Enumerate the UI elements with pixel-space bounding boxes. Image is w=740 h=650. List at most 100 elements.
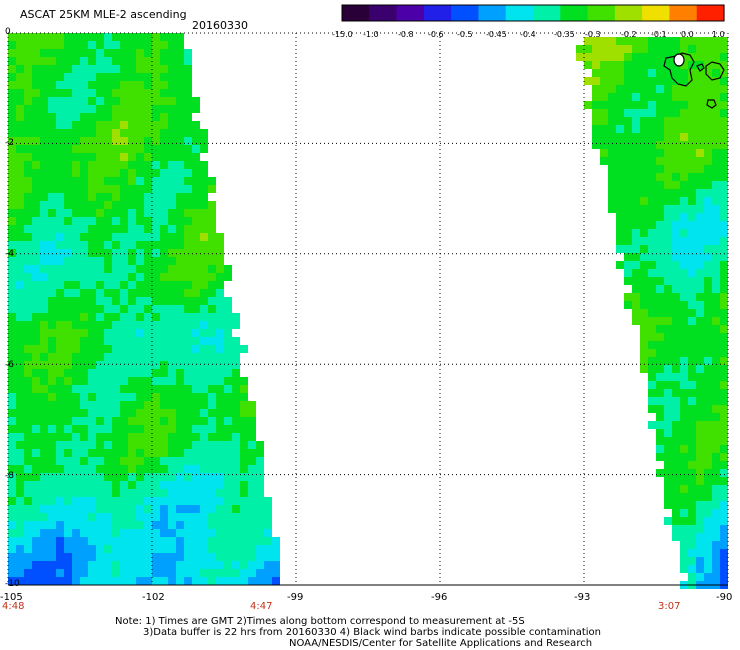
wind-cell	[96, 145, 104, 153]
wind-cell	[136, 489, 144, 497]
wind-cell	[712, 285, 720, 293]
wind-cell	[176, 465, 184, 473]
wind-cell	[72, 521, 80, 529]
wind-cell	[232, 465, 240, 473]
wind-cell	[696, 333, 704, 341]
wind-cell	[616, 101, 624, 109]
wind-cell	[104, 121, 112, 129]
wind-cell	[216, 369, 224, 377]
wind-cell	[656, 109, 664, 117]
wind-cell	[112, 129, 120, 137]
wind-cell	[16, 265, 24, 273]
wind-cell	[184, 385, 192, 393]
wind-cell	[48, 169, 56, 177]
wind-cell	[672, 181, 680, 189]
wind-cell	[48, 417, 56, 425]
wind-cell	[216, 353, 224, 361]
wind-cell	[720, 45, 728, 53]
wind-cell	[640, 69, 648, 77]
wind-cell	[256, 521, 264, 529]
wind-cell	[48, 57, 56, 65]
wind-cell	[680, 61, 688, 69]
wind-cell	[208, 281, 216, 289]
wind-cell	[264, 505, 272, 513]
wind-cell	[112, 209, 120, 217]
wind-cell	[616, 181, 624, 189]
wind-cell	[40, 249, 48, 257]
wind-cell	[712, 85, 720, 93]
wind-cell	[128, 329, 136, 337]
wind-cell	[112, 257, 120, 265]
wind-cell	[680, 277, 688, 285]
wind-cell	[112, 281, 120, 289]
wind-cell	[128, 513, 136, 521]
wind-cell	[64, 161, 72, 169]
wind-cell	[104, 81, 112, 89]
wind-cell	[112, 521, 120, 529]
wind-cell	[208, 465, 216, 473]
wind-cell	[8, 41, 16, 49]
wind-cell	[104, 569, 112, 577]
wind-cell	[160, 177, 168, 185]
wind-cell	[112, 457, 120, 465]
wind-cell	[616, 189, 624, 197]
wind-cell	[176, 249, 184, 257]
wind-cell	[144, 209, 152, 217]
wind-cell	[640, 269, 648, 277]
wind-cell	[88, 409, 96, 417]
wind-cell	[184, 577, 192, 585]
wind-cell	[16, 569, 24, 577]
wind-cell	[128, 209, 136, 217]
wind-cell	[48, 33, 56, 41]
wind-cell	[624, 157, 632, 165]
wind-cell	[8, 105, 16, 113]
wind-cell	[56, 353, 64, 361]
wind-cell	[608, 77, 616, 85]
wind-cell	[168, 65, 176, 73]
wind-cell	[80, 265, 88, 273]
wind-cell	[680, 141, 688, 149]
wind-cell	[128, 473, 136, 481]
wind-cell	[608, 61, 616, 69]
wind-cell	[160, 473, 168, 481]
wind-cell	[656, 125, 664, 133]
wind-cell	[48, 497, 56, 505]
wind-cell	[128, 377, 136, 385]
wind-cell	[40, 569, 48, 577]
wind-cell	[608, 205, 616, 213]
wind-cell	[680, 349, 688, 357]
wind-cell	[88, 433, 96, 441]
wind-cell	[264, 521, 272, 529]
wind-cell	[64, 257, 72, 265]
wind-cell	[136, 193, 144, 201]
colorbar-label: -0.2	[621, 30, 637, 39]
wind-cell	[104, 313, 112, 321]
wind-cell	[72, 105, 80, 113]
wind-cell	[720, 437, 728, 445]
wind-cell	[200, 561, 208, 569]
wind-cell	[48, 369, 56, 377]
wind-cell	[216, 401, 224, 409]
wind-cell	[64, 209, 72, 217]
wind-cell	[200, 241, 208, 249]
wind-cell	[192, 329, 200, 337]
wind-cell	[600, 61, 608, 69]
wind-cell	[656, 53, 664, 61]
wind-cell	[664, 461, 672, 469]
wind-cell	[88, 121, 96, 129]
wind-cell	[688, 69, 696, 77]
wind-cell	[664, 197, 672, 205]
wind-cell	[104, 177, 112, 185]
wind-cell	[168, 249, 176, 257]
wind-cell	[168, 337, 176, 345]
wind-cell	[640, 61, 648, 69]
wind-cell	[152, 481, 160, 489]
wind-cell	[712, 501, 720, 509]
wind-cell	[216, 529, 224, 537]
wind-cell	[248, 561, 256, 569]
wind-cell	[128, 177, 136, 185]
wind-cell	[184, 329, 192, 337]
wind-cell	[48, 145, 56, 153]
wind-cell	[184, 521, 192, 529]
wind-cell	[96, 345, 104, 353]
